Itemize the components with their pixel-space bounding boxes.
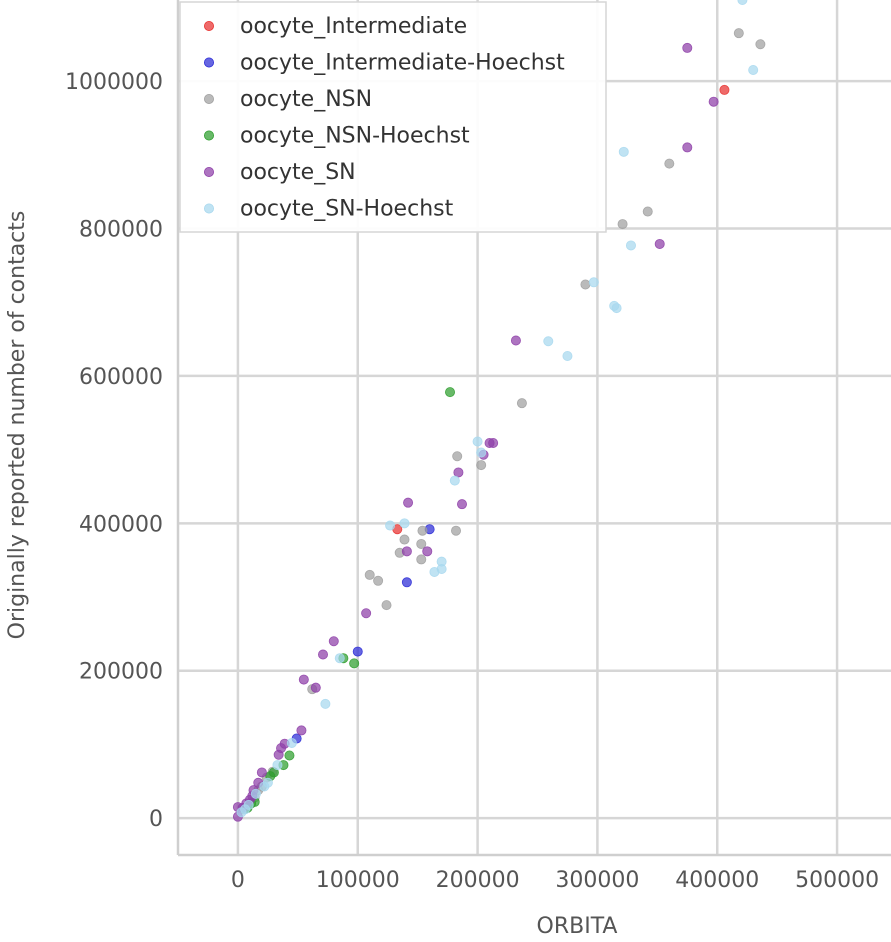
scatter-point [733,28,744,39]
scatter-point [588,277,599,288]
scatter-point [617,219,628,230]
scatter-point [445,387,456,398]
scatter-point [719,84,730,95]
scatter-point [416,554,427,565]
scatter-point [543,336,554,347]
x-axis-label: ORBITA [537,914,618,939]
legend-label: oocyte_Intermediate [240,14,467,39]
scatter-point [273,749,284,760]
scatter-point [654,238,665,249]
scatter-point [364,569,375,580]
y-tick-label: 200000 [79,660,163,685]
y-tick-label: 800000 [79,217,163,242]
y-tick-label: 400000 [79,512,163,537]
legend-label: oocyte_NSN [240,87,372,112]
scatter-point [510,335,521,346]
scatter-point [664,158,675,169]
scatter-point [417,525,428,536]
scatter-point [449,475,460,486]
scatter-point [472,436,483,447]
scatter-point [403,497,414,508]
scatter-point [328,636,339,647]
scatter-point [737,0,748,5]
x-tick-label: 0 [231,868,245,893]
legend-label: oocyte_SN [240,160,356,185]
scatter-point [385,520,396,531]
scatter-point [453,467,464,478]
scatter-point [399,534,410,545]
legend-label: oocyte_Intermediate-Hoechst [240,51,565,76]
scatter-point [476,460,487,471]
scatter-point [399,518,410,529]
scatter-point [755,39,766,50]
legend-marker [203,20,214,31]
legend-marker [203,94,214,105]
axes-frame [176,0,891,857]
scatter-point [580,279,591,290]
legend-label: oocyte_SN-Hoechst [240,197,454,222]
scatter-point [334,653,345,664]
y-tick-label: 1000000 [65,70,163,95]
x-tick-label: 400000 [675,868,759,893]
legend-box [179,1,607,233]
scatter-point [259,781,270,792]
scatter-point [416,538,427,549]
y-tick-label: 0 [149,807,163,832]
scatter-point [625,240,636,251]
scatter-point [682,42,693,53]
scatter-point [457,499,468,510]
scatter-point [298,674,309,685]
scatter-point [451,525,462,536]
scatter-point [516,398,527,409]
x-tick-label: 300000 [555,868,639,893]
scatter-point [352,646,363,657]
y-tick-label: 600000 [79,365,163,390]
scatter-point [320,698,331,709]
scatter-point [642,206,653,217]
scatter-point [422,546,433,557]
scatter-point [349,658,360,669]
x-tick-label: 500000 [795,868,879,893]
scatter-point [317,649,328,660]
legend-marker [203,166,214,177]
scatter-point [236,807,247,818]
scatter-point [748,65,759,76]
scatter-point [562,351,573,362]
scatter-point [296,725,307,736]
scatter-point [484,437,495,448]
scatter-point [250,788,261,799]
legend-marker [203,203,214,214]
scatter-point [452,451,463,462]
x-tick-label: 100000 [316,868,400,893]
x-tick-label: 200000 [436,868,520,893]
scatter-point [284,750,295,761]
y-axis-ticks: 0 200000 400000 600000 800000 1000000 [65,70,163,832]
scatter-point [618,146,629,157]
legend-label: oocyte_NSN-Hoechst [240,124,470,149]
scatter-point [611,303,622,314]
data-points [232,0,766,822]
x-axis-ticks: 0 100000 200000 300000 400000 500000 [231,868,879,893]
scatter-point [272,760,283,771]
scatter-point [429,566,440,577]
scatter-point [708,96,719,107]
scatter-point [476,447,487,458]
scatter-point [256,767,267,778]
legend-marker [203,130,214,141]
y-axis-label: Originally reported number of contacts [5,211,30,640]
legend: oocyte_Intermediate oocyte_Intermediate-H… [179,1,607,233]
scatter-point [361,608,372,619]
scatter-point [682,142,693,153]
scatter-point [286,737,297,748]
scatter-point [381,600,392,611]
scatter-point [310,682,321,693]
scatter-point [401,577,412,588]
legend-marker [203,57,214,68]
scatter-point [373,575,384,586]
scatter-point [401,546,412,557]
